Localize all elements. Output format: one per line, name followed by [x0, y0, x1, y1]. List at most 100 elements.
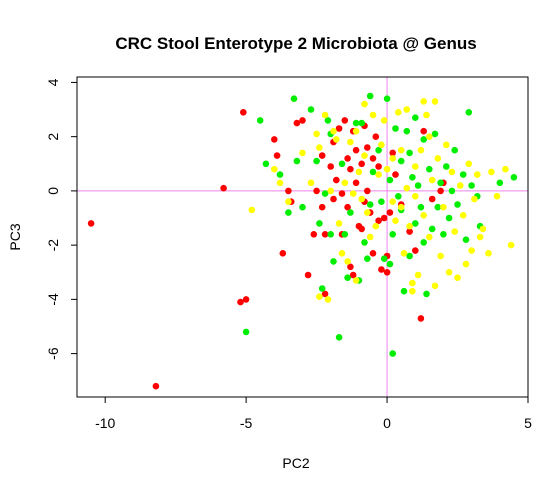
data-point-yellow — [389, 198, 397, 205]
data-point-green — [383, 95, 391, 102]
data-point-yellow — [372, 222, 380, 230]
series-green — [242, 92, 518, 357]
data-point-green — [392, 125, 399, 132]
data-point-green — [445, 214, 453, 222]
data-point-yellow — [276, 179, 284, 187]
data-point-green — [347, 209, 354, 216]
data-point-green — [327, 231, 335, 238]
data-point-red — [358, 225, 366, 233]
x-tick-label: -5 — [240, 415, 253, 431]
data-point-yellow — [307, 179, 315, 187]
data-point-yellow — [383, 165, 391, 173]
data-point-red — [417, 315, 425, 322]
data-point-yellow — [378, 141, 385, 149]
data-point-red — [321, 231, 329, 238]
data-point-green — [276, 171, 284, 178]
data-point-green — [338, 160, 346, 168]
data-point-yellow — [488, 168, 495, 176]
data-point-red — [271, 136, 278, 143]
data-point-red — [335, 125, 343, 132]
data-point-yellow — [330, 127, 337, 135]
data-point-red — [299, 117, 306, 124]
data-point-red — [389, 149, 397, 157]
data-point-green — [423, 290, 430, 298]
data-point-red — [304, 271, 312, 279]
data-point-green — [361, 239, 368, 246]
data-point-red — [220, 184, 227, 192]
data-point-red — [240, 109, 247, 116]
data-point-red — [383, 269, 391, 276]
data-point-green — [437, 179, 444, 187]
chart-title: CRC Stool Enterotype 2 Microbiota @ Genu… — [115, 34, 476, 53]
data-point-green — [378, 198, 385, 205]
data-point-red — [369, 250, 377, 257]
data-point-yellow — [428, 176, 436, 184]
data-point-yellow — [445, 269, 453, 276]
data-point-red — [273, 152, 281, 159]
data-point-yellow — [443, 141, 450, 149]
data-point-yellow — [338, 250, 346, 257]
data-point-yellow — [454, 274, 461, 282]
data-point-yellow — [426, 133, 433, 140]
data-point-green — [465, 109, 473, 116]
data-point-yellow — [344, 258, 351, 265]
data-point-green — [344, 274, 351, 282]
data-point-yellow — [316, 293, 323, 301]
series-yellow — [248, 98, 515, 303]
data-point-yellow — [403, 106, 411, 113]
data-point-yellow — [316, 144, 323, 151]
data-point-yellow — [321, 111, 329, 119]
y-tick-label: -6 — [45, 347, 61, 360]
data-point-yellow — [474, 171, 481, 178]
data-point-green — [366, 201, 374, 208]
data-point-green — [366, 92, 374, 100]
data-point-yellow — [395, 109, 402, 116]
data-point-red — [364, 187, 371, 195]
x-axis-label: PC2 — [282, 455, 309, 471]
data-point-green — [242, 328, 250, 336]
data-point-red — [327, 163, 335, 170]
data-point-red — [428, 195, 436, 203]
data-point-yellow — [420, 98, 428, 105]
data-point-green — [386, 176, 394, 184]
data-point-red — [352, 146, 360, 154]
data-point-red — [352, 179, 360, 187]
y-tick-label: 0 — [45, 187, 61, 195]
data-point-yellow — [324, 296, 332, 303]
data-point-yellow — [361, 152, 368, 159]
data-point-yellow — [392, 217, 399, 224]
data-point-red — [242, 296, 250, 303]
data-point-yellow — [248, 206, 256, 214]
data-point-yellow — [403, 184, 411, 192]
data-point-yellow — [434, 155, 442, 162]
data-point-red — [333, 176, 340, 184]
data-point-yellow — [327, 187, 335, 195]
data-point-green — [321, 190, 329, 197]
data-point-yellow — [375, 171, 382, 178]
data-point-yellow — [369, 111, 377, 119]
data-point-green — [389, 231, 397, 238]
data-point-green — [406, 149, 413, 157]
data-point-red — [313, 187, 320, 195]
data-point-green — [443, 163, 450, 170]
data-point-green — [468, 182, 475, 189]
data-point-green — [324, 117, 332, 124]
data-point-red — [347, 263, 354, 271]
data-point-green — [330, 258, 337, 265]
data-point-red — [375, 217, 382, 224]
data-point-yellow — [397, 146, 405, 154]
data-point-yellow — [431, 98, 439, 105]
data-point-yellow — [335, 220, 343, 227]
data-point-red — [375, 163, 382, 170]
data-point-red — [285, 187, 292, 195]
data-point-yellow — [406, 222, 413, 230]
data-point-yellow — [426, 233, 433, 241]
data-point-green — [440, 231, 447, 238]
data-point-yellow — [457, 182, 464, 189]
data-point-green — [510, 174, 518, 181]
data-point-yellow — [493, 193, 501, 200]
data-point-green — [386, 260, 394, 268]
data-point-green — [431, 130, 439, 138]
y-axis: -6 -4 -2 0 2 4 — [45, 78, 78, 360]
data-point-green — [341, 231, 349, 238]
